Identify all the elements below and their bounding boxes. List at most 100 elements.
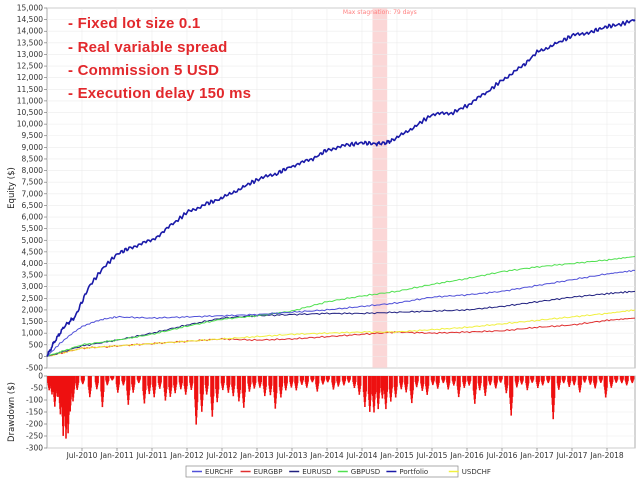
equity-y-tick-label: 12,500	[17, 62, 43, 71]
equity-y-tick-label: 5,500	[22, 224, 44, 233]
drawdown-bar	[312, 376, 315, 380]
drawdown-bar	[123, 376, 126, 381]
drawdown-bar	[307, 376, 309, 382]
equity-y-tick-label: 12,000	[17, 73, 43, 82]
equity-y-tick-label: 14,500	[17, 15, 43, 24]
equity-y-tick-label: 3,500	[22, 271, 44, 280]
equity-y-tick-label: 15,000	[17, 4, 43, 13]
drawdown-bar	[102, 376, 105, 392]
drawdown-bar	[501, 376, 503, 380]
x-tick-label: Jan-2014	[309, 451, 344, 460]
drawdown-bar	[632, 376, 635, 380]
drawdown-bar	[196, 376, 199, 403]
drawdown-y-tick-label: -50	[31, 384, 43, 393]
drawdown-bar	[496, 376, 498, 383]
drawdown-bar	[349, 376, 351, 380]
stagnation-band	[372, 8, 388, 368]
drawdown-bar	[338, 376, 341, 382]
drawdown-bar	[485, 376, 488, 386]
series-line-portfolio	[46, 18, 636, 357]
drawdown-bar	[422, 376, 425, 385]
drawdown-bar	[386, 376, 388, 392]
drawdown-bar	[133, 376, 136, 385]
drawdown-bar	[532, 376, 535, 380]
equity-y-tick-label: 10,500	[17, 108, 43, 117]
x-tick-label: Jan-2012	[169, 451, 204, 460]
drawdown-bar	[265, 376, 267, 387]
equity-y-tick-label: 11,000	[17, 96, 43, 105]
x-tick-label: Jan-2017	[519, 451, 554, 460]
drawdown-bar	[517, 376, 519, 383]
drawdown-bar	[622, 376, 624, 380]
drawdown-bar	[611, 376, 614, 383]
drawdown-bar	[378, 376, 381, 394]
equity-y-tick-label: 6,500	[22, 201, 44, 210]
drawdown-bar	[333, 376, 336, 384]
x-tick-label: Jan-2016	[449, 451, 484, 460]
drawdown-bar	[553, 376, 556, 398]
equity-series	[46, 18, 636, 357]
drawdown-bar	[281, 376, 283, 387]
equity-y-tick-label: 9,500	[22, 131, 44, 140]
x-tick-label: Jul-2011	[136, 451, 168, 460]
drawdown-bar	[186, 376, 188, 387]
drawdown-bar	[323, 376, 325, 381]
drawdown-bar	[160, 376, 162, 383]
equity-y-tick-label: 10,000	[17, 120, 43, 129]
drawdown-bar	[112, 376, 115, 379]
equity-y-tick-label: 4,000	[22, 259, 44, 268]
drawdown-bar	[270, 376, 273, 386]
equity-y-tick-label: -500	[26, 364, 43, 373]
drawdown-bar	[223, 376, 225, 383]
equity-y-tick-label: 500	[29, 340, 44, 349]
drawdown-bar	[286, 376, 288, 384]
series-line-eurchf	[46, 269, 636, 357]
drawdown-bar	[181, 376, 183, 384]
drawdown-bar	[202, 376, 204, 395]
annotation-commission: - Commission 5 USD	[68, 62, 219, 79]
drawdown-bar	[244, 376, 246, 393]
legend-label: Portfolio	[399, 468, 428, 476]
drawdown-bar	[606, 376, 608, 388]
drawdown-bar	[427, 376, 430, 386]
drawdown-bar	[291, 376, 294, 382]
drawdown-bar	[170, 376, 173, 388]
series-line-eurusd	[46, 290, 636, 357]
x-tick-label: Jul-2016	[486, 451, 518, 460]
legend-label: EURGBP	[254, 468, 283, 476]
stagnation-label: Max stagnation: 79 days	[343, 9, 417, 16]
drawdown-bar	[506, 376, 509, 386]
annotation-execution-delay: - Execution delay 150 ms	[68, 85, 251, 102]
drawdown-bar	[580, 376, 582, 385]
drawdown-bar	[417, 376, 419, 382]
equity-y-tick-label: 6,000	[22, 213, 44, 222]
x-tick-label: Jul-2012	[206, 451, 238, 460]
drawdown-y-tick-label: -300	[26, 444, 43, 453]
drawdown-bar	[454, 376, 456, 381]
drawdown-bar	[433, 376, 435, 381]
equity-y-tick-label: 2,000	[22, 305, 44, 314]
drawdown-bar	[97, 376, 99, 384]
drawdown-bar	[616, 376, 619, 380]
drawdown-bar	[302, 376, 304, 381]
drawdown-bar	[480, 376, 482, 384]
x-tick-label: Jan-2011	[99, 451, 134, 460]
equity-y-ticks: -500 0 500 1,000 1,500 2,000 2,500 3,000 3,500 4,…	[17, 4, 47, 373]
drawdown-bar	[590, 376, 593, 381]
equity-y-tick-label: 8,500	[22, 154, 44, 163]
legend-items: EURCHF EURGBP EURUSD GBPUSD Portfolio USDCHF	[192, 468, 491, 476]
drawdown-bar	[538, 376, 540, 383]
equity-y-tick-label: 8,000	[22, 166, 44, 175]
x-tick-label: Jan-2015	[379, 451, 414, 460]
drawdown-bar	[401, 376, 404, 383]
drawdown-bar	[228, 376, 231, 385]
equity-y-tick-label: 2,500	[22, 294, 44, 303]
drawdown-bar	[374, 376, 377, 395]
drawdown-y-tick-label: -200	[26, 420, 43, 429]
drawdown-bar	[217, 376, 220, 390]
drawdown-bar	[490, 376, 493, 381]
drawdown-bar	[207, 376, 209, 386]
drawdown-y-ticks: -300 -250 -200 -150 -100 -50 0	[26, 372, 47, 453]
equity-y-tick-label: 9,000	[22, 143, 44, 152]
